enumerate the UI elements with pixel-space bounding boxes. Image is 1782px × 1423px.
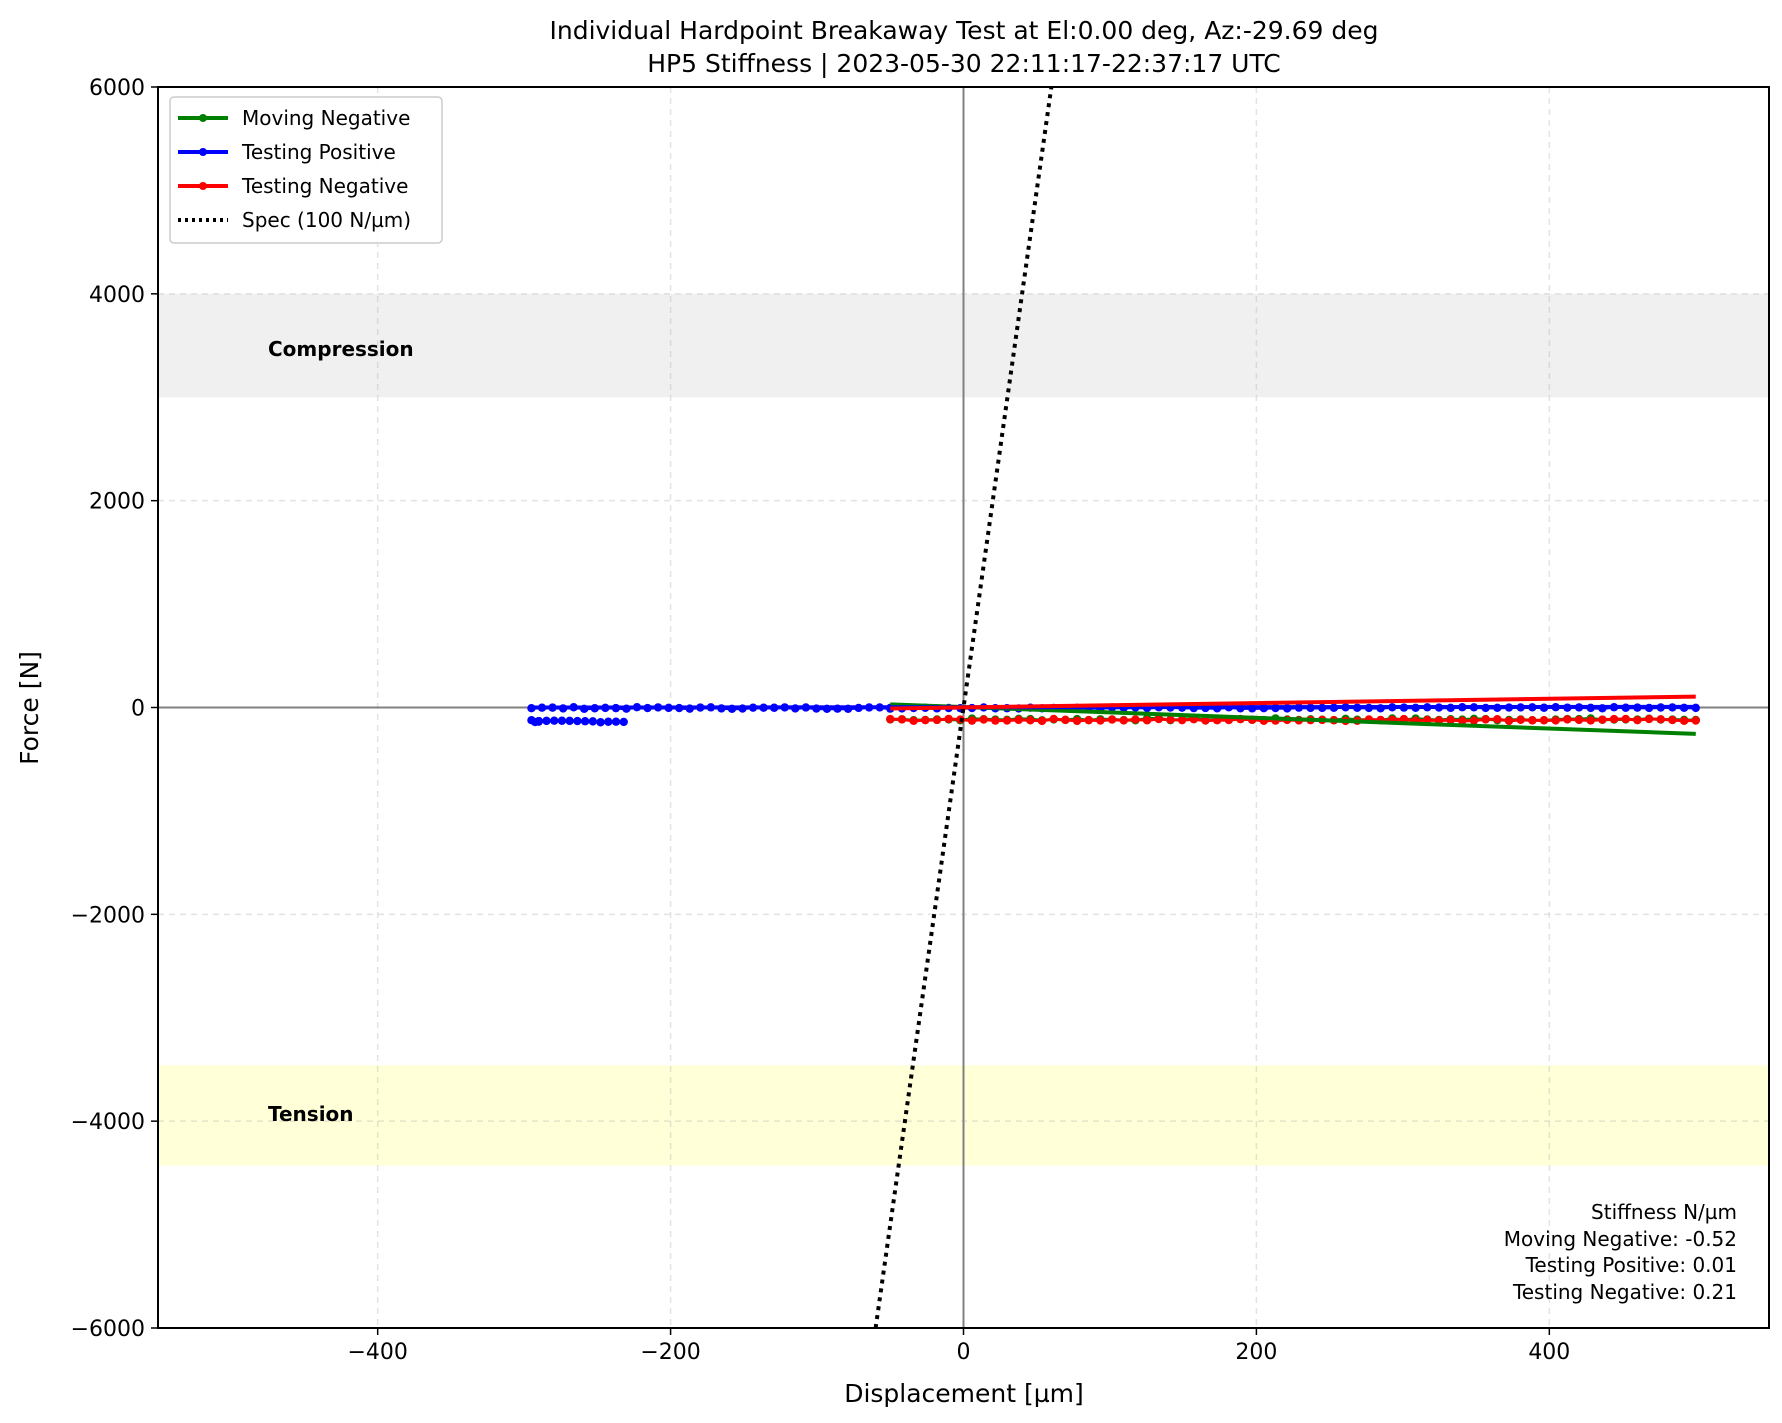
x-tick-label: 400 [1528, 1340, 1570, 1365]
spec-line [873, 87, 1054, 1328]
testing-negative-point [1633, 715, 1642, 725]
testing-negative-point [1458, 716, 1467, 726]
y-axis-label: Force [N] [15, 651, 44, 765]
testing-negative-point [1107, 715, 1117, 724]
annotation-title: Stiffness N/µm [1591, 1200, 1737, 1224]
y-tick-label: 0 [131, 697, 145, 722]
x-tick-label: −200 [640, 1340, 700, 1365]
testing-negative-point [1154, 714, 1163, 724]
legend-box [169, 96, 443, 244]
testing-negative-point [1539, 716, 1549, 725]
testing-negative-point [1574, 715, 1584, 725]
testing-negative-point [1446, 715, 1455, 725]
testing-positive-point [619, 717, 628, 727]
band-labels: Compression Tension [268, 337, 414, 1126]
testing-negative-point [1481, 715, 1490, 724]
testing-positive-point [588, 717, 598, 726]
legend: Moving Negative Testing Positive Testing… [169, 96, 443, 244]
testing-negative-point [1142, 716, 1152, 725]
x-tick-label: 200 [1235, 1340, 1277, 1365]
testing-negative-point [1563, 715, 1572, 724]
testing-positive-point [550, 716, 559, 725]
testing-negative-point [1026, 716, 1035, 725]
testing-negative-point [1049, 714, 1058, 724]
testing-negative-point [944, 714, 953, 724]
testing-negative-point [1469, 716, 1479, 725]
testing-positive-point [580, 717, 590, 726]
testing-negative-point [1621, 714, 1630, 724]
testing-negative-point [909, 716, 918, 726]
legend-marker-moving-negative [199, 114, 207, 122]
testing-positive-point [565, 716, 574, 726]
testing-negative-point [1177, 715, 1187, 725]
testing-negative-point [897, 715, 907, 724]
x-axis-label: Displacement [µm] [844, 1379, 1084, 1408]
band-label-tension: Tension [268, 1102, 354, 1126]
testing-negative-point [979, 715, 988, 724]
testing-negative-point [1072, 716, 1082, 726]
testing-negative-point [1679, 716, 1689, 725]
legend-label-testing-positive: Testing Positive [241, 140, 396, 164]
testing-negative-point [1084, 715, 1093, 725]
testing-negative-point [1598, 715, 1607, 724]
testing-negative-point [1096, 716, 1105, 725]
legend-marker-testing-positive [199, 148, 207, 156]
annotation-line-moving-negative: Moving Negative: -0.52 [1504, 1227, 1737, 1251]
testing-negative-point [921, 715, 930, 725]
chart-title: Individual Hardpoint Breakaway Test at E… [549, 16, 1378, 45]
legend-label-spec: Spec (100 N/µm) [242, 208, 411, 232]
testing-negative-point [1131, 715, 1140, 724]
y-tick-label: −2000 [71, 903, 145, 928]
testing-positive-point [534, 716, 543, 726]
testing-negative-point [1691, 716, 1700, 725]
stiffness-annotation: Stiffness N/µm Moving Negative: -0.52 Te… [1504, 1200, 1737, 1304]
x-tick-label: 0 [957, 1340, 971, 1365]
testing-negative-point [1037, 716, 1047, 726]
y-tick-label: −6000 [71, 1317, 145, 1342]
testing-positive-point [542, 716, 551, 726]
testing-negative-point [1504, 716, 1514, 726]
testing-negative-point [1014, 715, 1023, 725]
testing-negative-point [1551, 716, 1560, 725]
testing-negative-point [1201, 716, 1210, 725]
testing-negative-point [932, 715, 942, 725]
series-group [527, 87, 1700, 1328]
testing-negative-point [967, 716, 977, 725]
legend-marker-testing-negative [199, 182, 207, 190]
testing-positive-point [611, 717, 621, 726]
testing-negative-point [1528, 716, 1537, 725]
testing-negative-fit-line [890, 694, 1696, 711]
testing-negative-point [1586, 716, 1595, 725]
moving-negative-fit-line [890, 702, 1696, 736]
testing-positive-point [573, 716, 582, 726]
testing-negative-point [886, 714, 895, 724]
testing-negative-point [1668, 715, 1677, 725]
testing-negative-point [1609, 714, 1619, 724]
testing-negative-point [1166, 715, 1175, 724]
legend-label-testing-negative: Testing Negative [241, 174, 408, 198]
chart-subtitle: HP5 Stiffness | 2023-05-30 22:11:17-22:3… [647, 49, 1280, 78]
x-tick-label: −400 [347, 1340, 407, 1365]
y-tick-label: 6000 [89, 76, 145, 101]
testing-negative-point [1002, 716, 1012, 725]
testing-negative-point [1656, 715, 1665, 724]
testing-positive-point [604, 717, 613, 726]
testing-positive-point [557, 716, 567, 725]
testing-positive-point [596, 718, 605, 727]
y-tick-label: 2000 [89, 490, 145, 515]
y-tick-label: 4000 [89, 283, 145, 308]
testing-negative-point [991, 716, 1000, 725]
testing-negative-point [1493, 714, 1502, 724]
testing-negative-point [1119, 716, 1128, 725]
band-label-compression: Compression [268, 337, 414, 361]
annotation-line-testing-positive: Testing Positive: 0.01 [1525, 1253, 1737, 1277]
testing-negative-point [1516, 715, 1525, 725]
plot-area: −400 −200 0 200 400−6000−4000−20000200040006… [71, 76, 1770, 1365]
y-tick-label: −4000 [71, 1110, 145, 1135]
testing-negative-point [1061, 715, 1070, 725]
testing-negative-point [1644, 714, 1654, 724]
annotation-line-testing-negative: Testing Negative: 0.21 [1512, 1280, 1737, 1304]
legend-label-moving-negative: Moving Negative [242, 106, 410, 130]
